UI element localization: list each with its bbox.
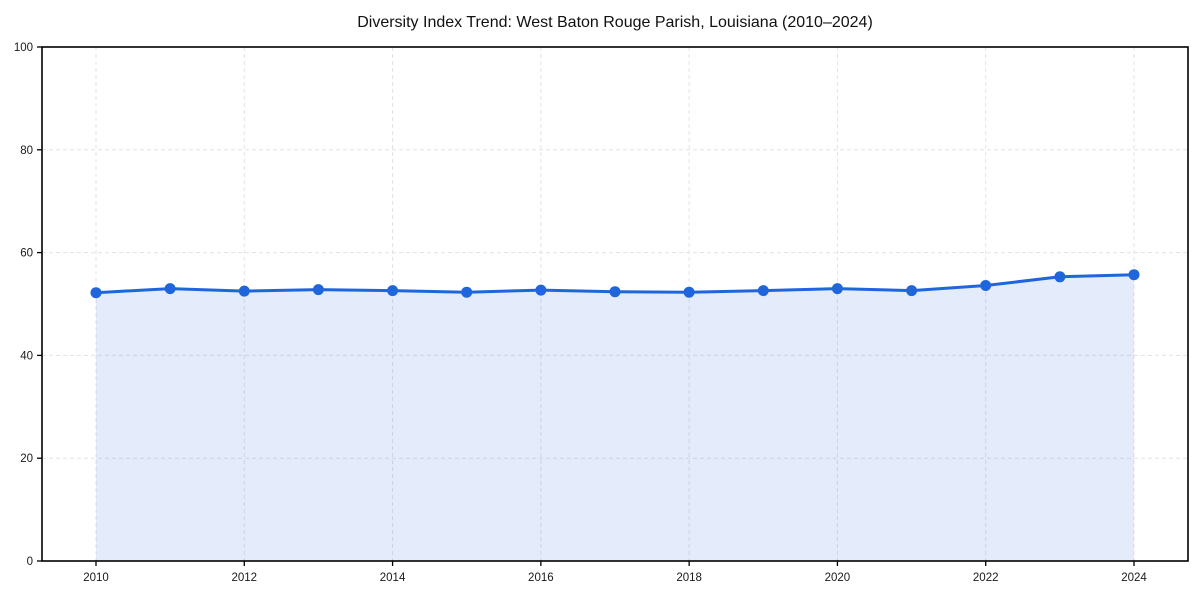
data-point-marker [90,287,102,299]
x-axis-tick-label: 2022 [973,572,999,584]
data-point-marker [906,285,918,297]
x-axis-tick-label: 2010 [83,572,109,584]
data-point-marker [238,285,250,297]
data-point-marker [831,283,843,295]
data-point-marker [312,284,324,296]
y-axis-tick-label: 0 [27,556,33,568]
data-point-marker [387,285,399,297]
data-point-marker [683,286,695,298]
x-axis-tick-label: 2016 [528,572,554,584]
data-point-marker [980,280,992,291]
y-axis-tick-label: 100 [14,42,33,54]
x-axis-tick-label: 2024 [1121,572,1147,584]
data-point-marker [757,285,769,297]
area-fill [96,274,1134,561]
x-axis-tick-label: 2012 [231,572,257,584]
y-axis-tick-label: 60 [20,248,33,260]
y-axis-tick-label: 20 [20,453,33,465]
x-axis-tick-label: 2014 [380,572,406,584]
y-axis-tick-label: 80 [20,145,33,157]
data-point-marker [164,283,176,295]
y-axis-tick-label: 40 [20,350,33,362]
x-axis-tick-label: 2020 [825,572,851,584]
data-point-marker [609,286,621,298]
x-axis-tick-label: 2018 [676,572,702,584]
plot-border [41,46,1189,562]
data-point-marker [1128,269,1140,281]
data-point-marker [535,284,547,296]
chart-title: Diversity Index Trend: West Baton Rouge … [357,14,873,31]
data-point-marker [1054,271,1066,283]
data-point-marker [461,286,473,298]
